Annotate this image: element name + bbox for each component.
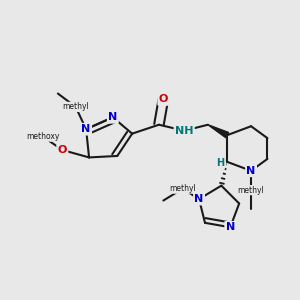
Text: N: N: [194, 194, 204, 204]
Text: methyl: methyl: [238, 186, 264, 195]
Text: O: O: [58, 145, 67, 155]
Text: N: N: [246, 166, 256, 176]
Text: NH: NH: [175, 126, 194, 136]
Text: N: N: [82, 124, 91, 134]
Text: N: N: [226, 222, 235, 232]
Text: methoxy: methoxy: [26, 132, 60, 141]
Text: N: N: [108, 112, 118, 122]
Text: methyl: methyl: [62, 102, 89, 111]
Text: methyl: methyl: [169, 184, 196, 193]
Polygon shape: [208, 125, 229, 138]
Text: O: O: [159, 94, 168, 104]
Text: H: H: [216, 158, 224, 168]
